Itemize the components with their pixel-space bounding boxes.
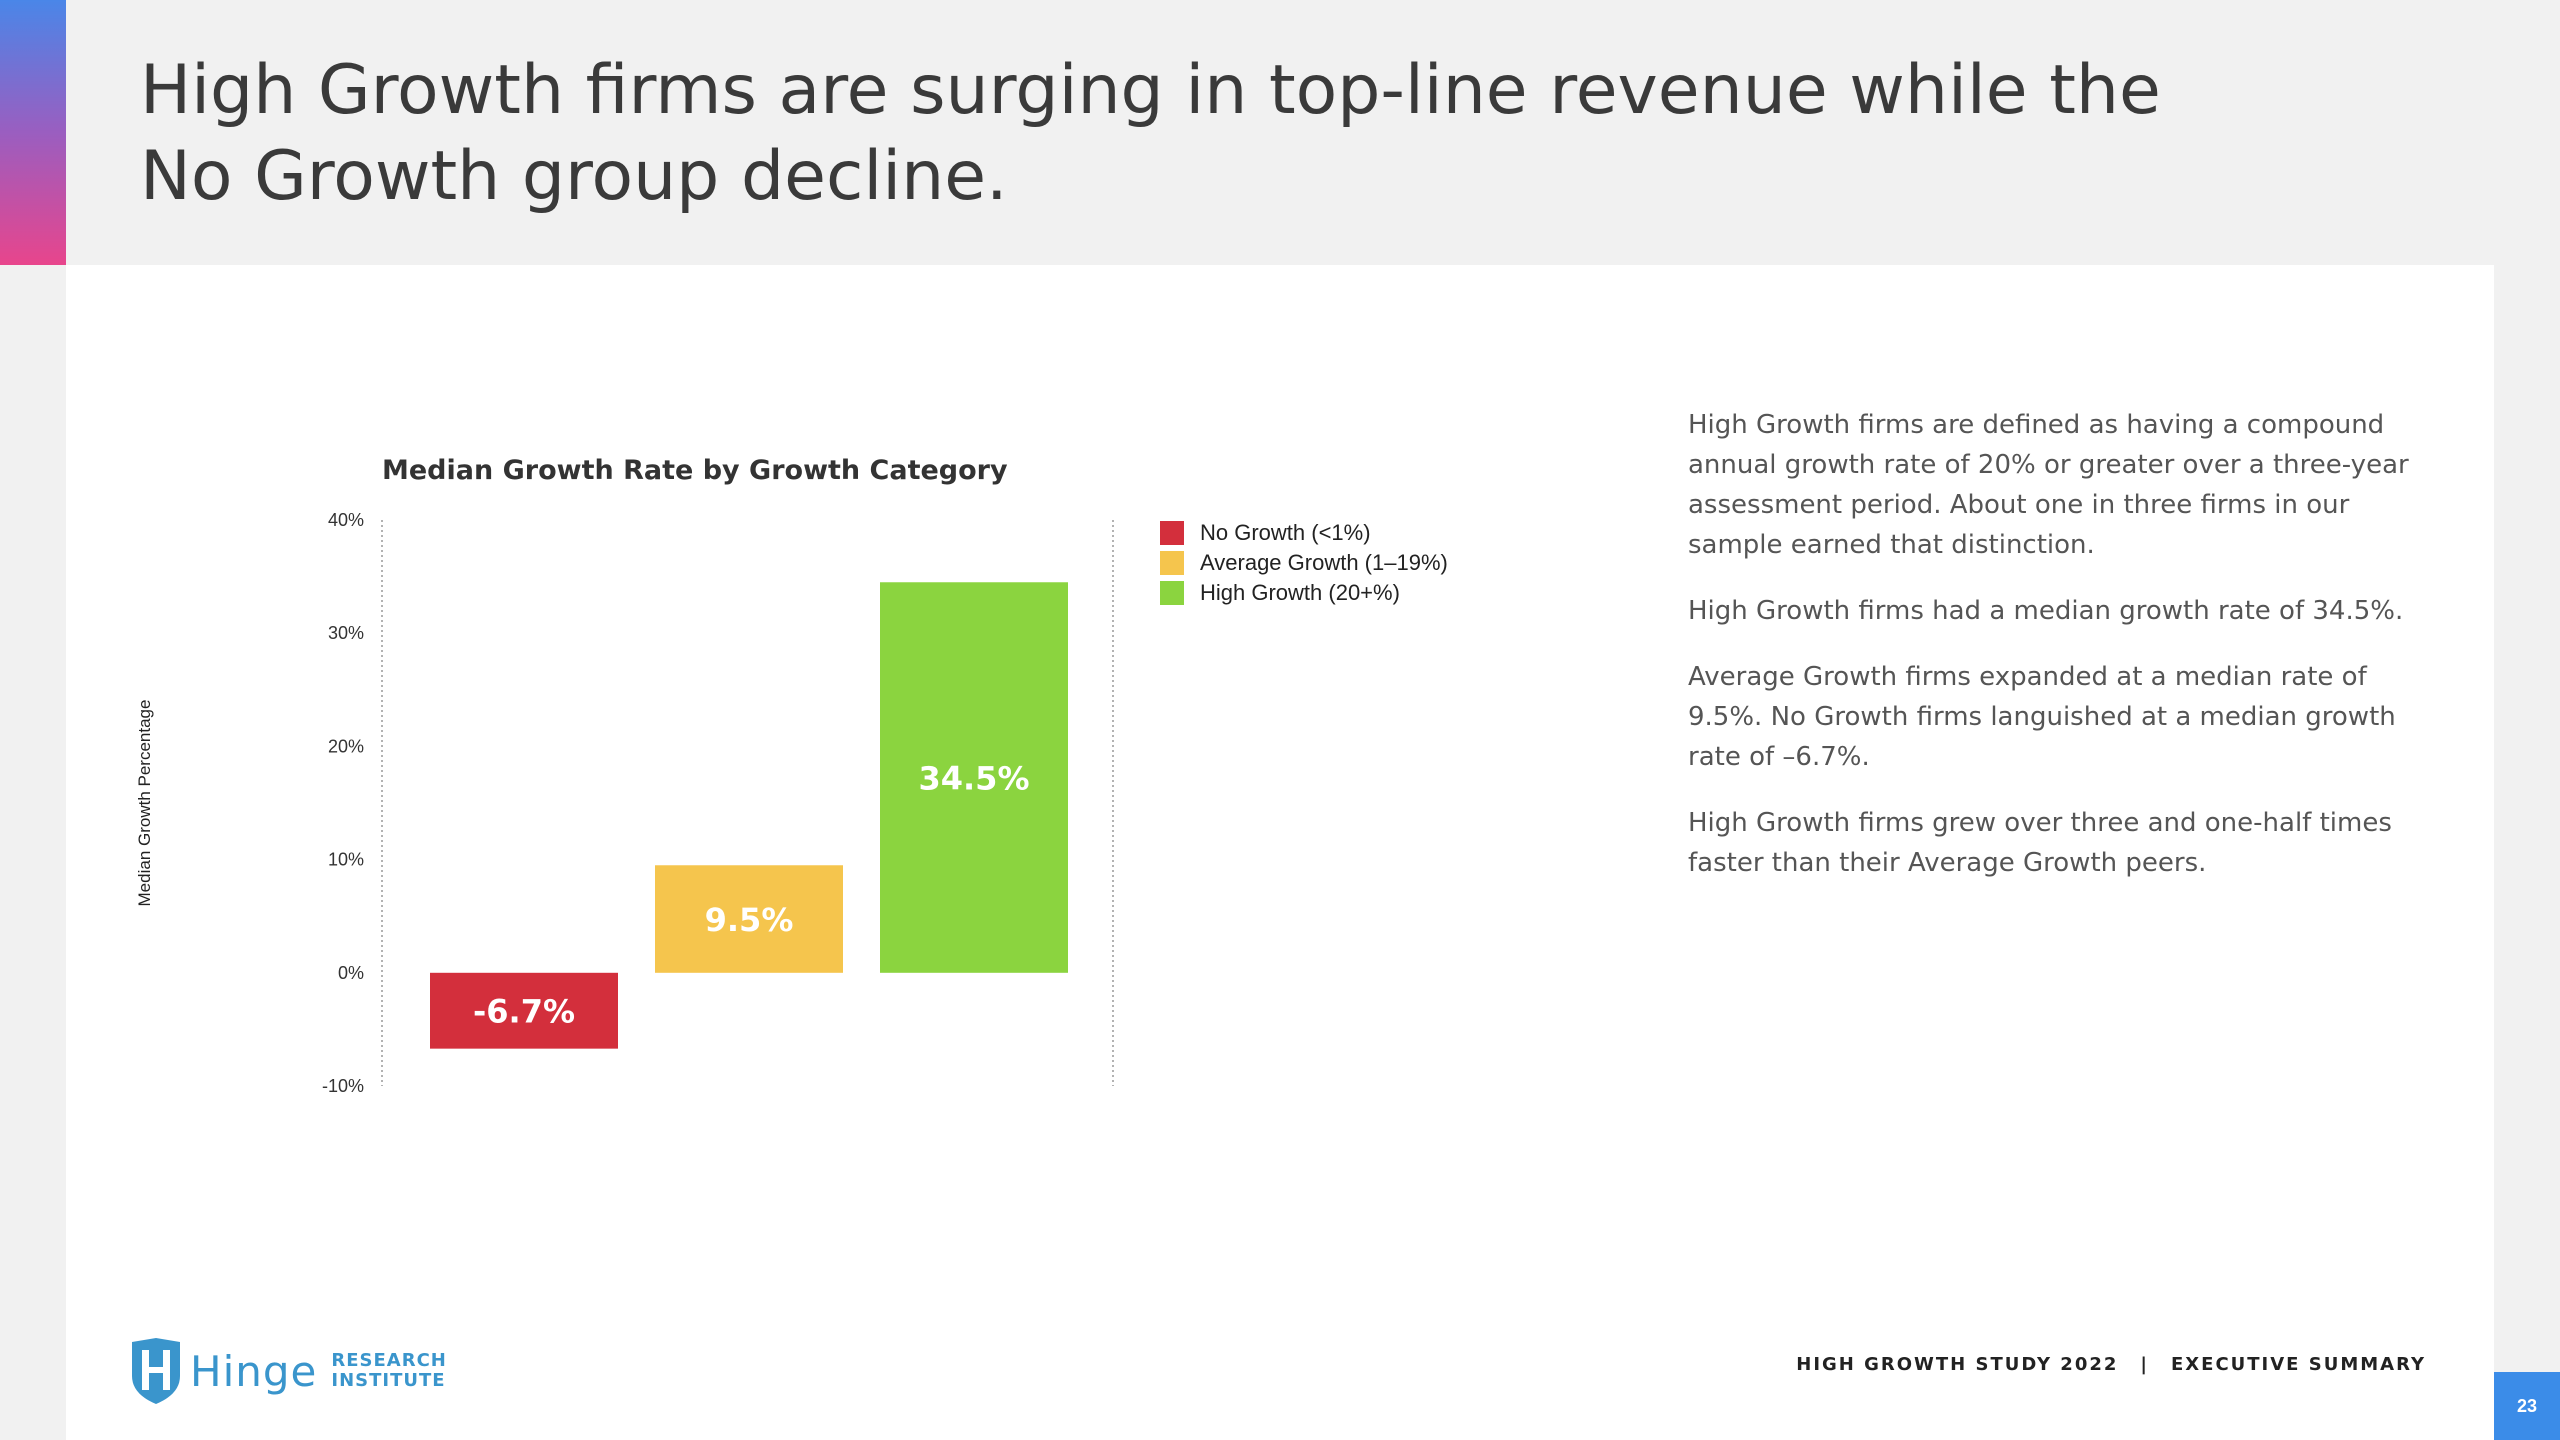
chart-legend: No Growth (<1%) Average Growth (1–19%) H… <box>1160 518 1448 608</box>
y-tick-label: -10% <box>322 1076 364 1096</box>
y-tick-label: 30% <box>328 623 364 643</box>
page-title: High Growth firms are surging in top-lin… <box>140 51 2161 216</box>
legend-swatch-no-growth <box>1160 521 1184 545</box>
y-tick-label: 20% <box>328 736 364 756</box>
summary-paragraph-definition: High Growth firms are defined as having … <box>1688 410 2409 560</box>
chart: 40% 30% 20% 10% 0% -10% -6.7% 9.5% 34.5% <box>260 440 1560 1120</box>
legend-label-average-growth: Average Growth (1–19%) <box>1200 550 1448 575</box>
page-number: 23 <box>2494 1372 2560 1440</box>
footer-study: HIGH GROWTH STUDY 2022 <box>1796 1354 2119 1375</box>
bar-chart: 40% 30% 20% 10% 0% -10% -6.7% 9.5% 34.5% <box>322 510 1114 1096</box>
footer-section: EXECUTIVE SUMMARY <box>2170 1354 2426 1375</box>
logo-subtitle-line-1: RESEARCH <box>331 1350 447 1371</box>
chart-title: Median Growth Rate by Growth Category <box>382 455 1008 486</box>
logo-subtitle: RESEARCH INSTITUTE <box>331 1351 446 1391</box>
legend-item-high-growth: High Growth (20+%) <box>1160 578 1448 608</box>
accent-bar <box>0 0 66 265</box>
summary-paragraph-comparison: High Growth firms grew over three and on… <box>1688 808 2392 878</box>
bar-2 <box>880 582 1068 973</box>
legend-label-high-growth: High Growth (20+%) <box>1200 580 1400 605</box>
hinge-logo: Hinge RESEARCH INSTITUTE <box>130 1338 447 1404</box>
bar-value-label: 34.5% <box>918 760 1029 798</box>
logo-wordmark: Hinge <box>190 1346 318 1396</box>
summary-paragraph-high-growth: High Growth firms had a median growth ra… <box>1688 596 2404 626</box>
bar-value-label: 9.5% <box>705 901 794 939</box>
logo-subtitle-line-2: INSTITUTE <box>331 1370 446 1391</box>
legend-item-average-growth: Average Growth (1–19%) <box>1160 548 1448 578</box>
y-tick-label: 40% <box>328 510 364 530</box>
y-axis-label: Median Growth Percentage <box>135 699 154 907</box>
legend-label-no-growth: No Growth (<1%) <box>1200 520 1371 545</box>
slide-header <box>66 0 2560 265</box>
slide-content <box>66 265 2494 1440</box>
legend-swatch-high-growth <box>1160 581 1184 605</box>
legend-item-no-growth: No Growth (<1%) <box>1160 518 1448 548</box>
legend-swatch-average-growth <box>1160 551 1184 575</box>
summary-text: High Growth firms are defined as having … <box>1688 405 2428 909</box>
y-tick-label: 0% <box>338 963 364 983</box>
bar-value-label: -6.7% <box>473 993 575 1031</box>
bar-0 <box>430 972 618 1049</box>
footer-label: HIGH GROWTH STUDY 2022 | EXECUTIVE SUMMARY <box>1796 1354 2426 1375</box>
hinge-shield-icon <box>132 1338 180 1404</box>
footer-separator: | <box>2140 1354 2149 1375</box>
bar-1 <box>655 865 843 973</box>
y-tick-label: 10% <box>328 850 364 870</box>
summary-paragraph-average-no-growth: Average Growth firms expanded at a media… <box>1688 662 2396 772</box>
